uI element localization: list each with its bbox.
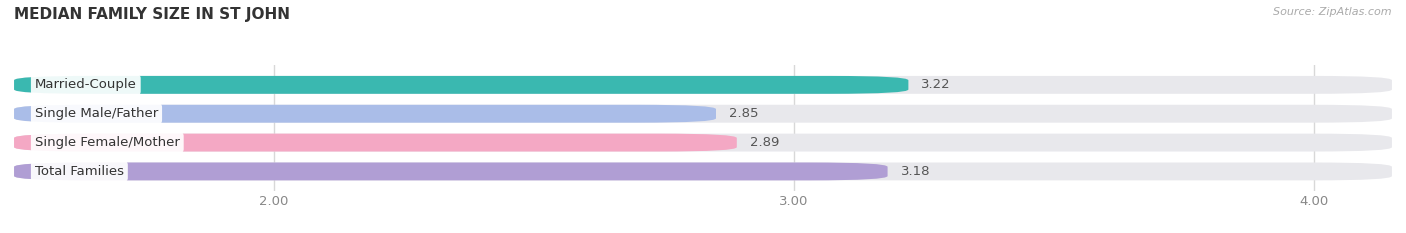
Text: Source: ZipAtlas.com: Source: ZipAtlas.com — [1274, 7, 1392, 17]
FancyBboxPatch shape — [14, 76, 1392, 94]
Text: 2.85: 2.85 — [728, 107, 758, 120]
Text: 3.22: 3.22 — [921, 78, 950, 91]
Text: MEDIAN FAMILY SIZE IN ST JOHN: MEDIAN FAMILY SIZE IN ST JOHN — [14, 7, 290, 22]
FancyBboxPatch shape — [14, 162, 1392, 180]
Text: Total Families: Total Families — [35, 165, 124, 178]
FancyBboxPatch shape — [14, 134, 737, 151]
Text: Single Female/Mother: Single Female/Mother — [35, 136, 180, 149]
Text: 3.18: 3.18 — [901, 165, 931, 178]
FancyBboxPatch shape — [14, 134, 1392, 151]
FancyBboxPatch shape — [14, 105, 716, 123]
Text: 2.89: 2.89 — [749, 136, 779, 149]
FancyBboxPatch shape — [14, 162, 887, 180]
Text: Married-Couple: Married-Couple — [35, 78, 136, 91]
Text: Single Male/Father: Single Male/Father — [35, 107, 157, 120]
FancyBboxPatch shape — [14, 76, 908, 94]
FancyBboxPatch shape — [14, 105, 1392, 123]
